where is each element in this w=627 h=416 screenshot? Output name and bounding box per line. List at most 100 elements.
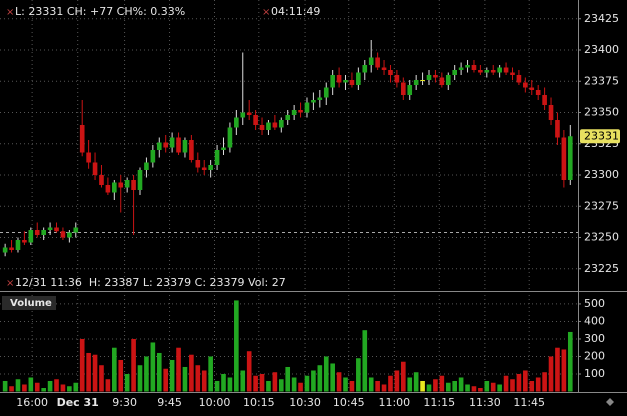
candle-body	[201, 167, 207, 170]
candle-body	[291, 110, 297, 115]
volume-bar	[439, 375, 445, 392]
volume-bar	[54, 379, 59, 392]
candle-body	[452, 70, 458, 75]
volume-bar	[452, 380, 458, 392]
candle-body	[189, 140, 194, 160]
volume-bar	[291, 377, 297, 392]
x-tick-label: 11:00	[378, 396, 410, 409]
y-tick-label: 23400	[584, 43, 619, 56]
volume-bar	[253, 375, 258, 392]
candle-body	[529, 87, 535, 90]
volume-bar	[323, 356, 329, 392]
candle-body	[208, 165, 213, 170]
volume-bar	[529, 380, 535, 392]
candle-body	[330, 75, 335, 88]
candle-body	[272, 122, 278, 128]
candle-body	[407, 85, 413, 95]
candle-body	[368, 57, 374, 65]
volume-bar	[478, 387, 483, 392]
x-tick-label: 11:15	[423, 396, 455, 409]
candle-body	[118, 182, 124, 188]
volume-bar	[60, 384, 66, 392]
candle-body	[67, 232, 72, 238]
volume-bar	[465, 384, 470, 392]
candle-body	[99, 175, 104, 185]
volume-bar	[156, 352, 162, 392]
candle-body	[169, 137, 175, 148]
x-tick-label: 9:30	[112, 396, 137, 409]
volume-bar	[201, 370, 207, 392]
candle-body	[163, 142, 169, 148]
volume-bar	[112, 347, 117, 392]
volume-bar	[535, 377, 541, 392]
volume-bar	[426, 384, 432, 392]
candle-body	[394, 75, 400, 83]
close-icon[interactable]: ×	[6, 7, 14, 18]
volume-bar	[67, 386, 72, 392]
volume-bar	[118, 359, 124, 392]
x-tick-label: 10:15	[243, 396, 275, 409]
candle-body	[401, 82, 406, 95]
candle-body	[523, 82, 528, 88]
x-tick-label: 11:45	[513, 396, 545, 409]
volume-bar	[86, 352, 91, 392]
candle-body	[137, 170, 143, 190]
candle-body	[278, 120, 284, 128]
volume-bar	[15, 379, 21, 392]
clock: 04:11:49	[271, 5, 320, 18]
candle-body	[105, 185, 111, 193]
volume-bar	[221, 373, 226, 392]
volume-bar	[92, 354, 98, 392]
volume-bar	[214, 380, 220, 392]
volume-bar	[150, 342, 156, 392]
volume-bar	[356, 358, 361, 392]
volume-bar	[503, 375, 509, 392]
candle-body	[535, 90, 541, 95]
candle-body	[426, 75, 432, 80]
candle-body	[323, 87, 329, 98]
candle-body	[240, 112, 246, 118]
candle-body	[349, 80, 355, 85]
x-tick-label: 16:00	[16, 396, 48, 409]
close-icon[interactable]: ×	[262, 7, 270, 18]
candle-body	[112, 182, 117, 193]
candle-body	[2, 247, 8, 253]
candle-body	[246, 112, 252, 115]
candle-body	[471, 65, 477, 70]
candle-body	[490, 70, 496, 73]
candle-body	[86, 152, 91, 163]
candle-body	[336, 75, 342, 83]
volume-bar	[195, 365, 201, 392]
volume-bar	[375, 380, 380, 392]
candle-body	[381, 67, 387, 70]
volume-bar	[105, 379, 111, 392]
candle-body	[73, 227, 79, 233]
volume-bar	[471, 386, 477, 392]
volume-bar	[484, 380, 490, 392]
candle-body	[259, 125, 265, 130]
candle-body	[92, 162, 98, 175]
x-tick-label: 10:00	[199, 396, 231, 409]
candle-body	[60, 231, 66, 238]
volume-bar	[304, 375, 310, 392]
y-tick-label: 23250	[584, 231, 619, 244]
volume-bar	[285, 366, 291, 392]
candle-body	[304, 102, 310, 113]
scroll-icon[interactable]	[606, 398, 614, 406]
volume-bar	[298, 382, 303, 392]
candle-body	[298, 110, 303, 113]
volume-bar	[266, 380, 271, 392]
candle-body	[156, 142, 162, 150]
volume-bar	[259, 373, 265, 392]
info: 12/31 11:36 H: 23387 L: 23379 C: 23379 V…	[15, 276, 286, 289]
volume-bar	[163, 368, 169, 392]
close-icon[interactable]: ×	[6, 278, 14, 289]
volume-bar	[349, 380, 355, 392]
candle-body	[542, 95, 547, 105]
volume-bar	[176, 347, 181, 392]
y-tick-label: 400	[584, 314, 605, 327]
volume-bar	[137, 365, 143, 392]
y-tick-label: 200	[584, 349, 605, 362]
candle-body	[131, 180, 136, 190]
